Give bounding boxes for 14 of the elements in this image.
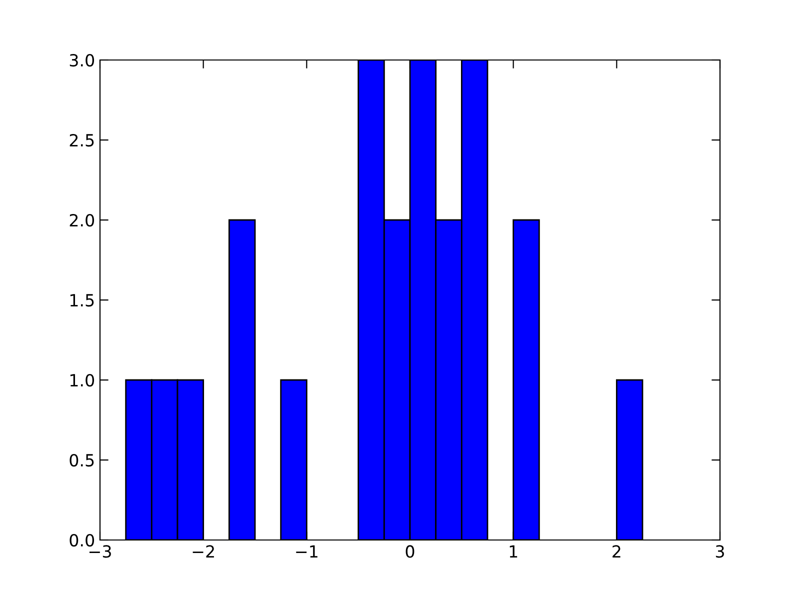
y-tick-label: 2.5 — [70, 134, 94, 147]
x-tick-label: −2 — [192, 545, 214, 558]
y-tick-label: 0.5 — [70, 454, 94, 467]
y-tick-label: 1.5 — [70, 294, 94, 307]
x-tick-label: 2 — [612, 545, 620, 558]
y-tick-label: 2.0 — [70, 214, 94, 227]
x-tick-label: 0 — [406, 545, 414, 558]
x-tick-label: −1 — [296, 545, 318, 558]
x-tick-label: −3 — [89, 545, 111, 558]
y-tick-label: 1.0 — [70, 374, 94, 387]
x-tick-label: 3 — [716, 545, 724, 558]
y-tick-label: 3.0 — [70, 54, 94, 67]
y-tick-label: 0.0 — [70, 534, 94, 547]
x-tick-label: 1 — [510, 545, 518, 558]
